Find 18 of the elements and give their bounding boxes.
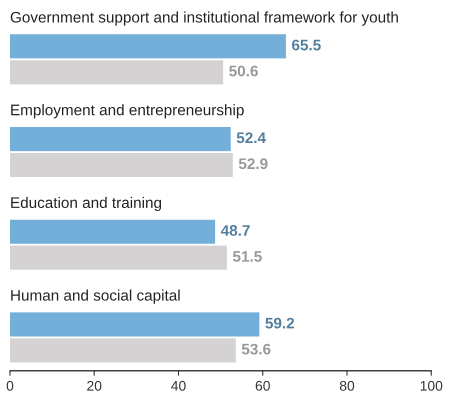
data-label: 50.6: [229, 66, 258, 76]
y-tick-label: Government support and institutional framework for youth: [10, 11, 398, 26]
x-tick-label: 60: [256, 380, 270, 391]
x-tick-label: 40: [171, 380, 186, 391]
data-label: 51.5: [232, 251, 262, 262]
data-label: 48.7: [220, 225, 250, 236]
x-tick-label: 0: [6, 380, 14, 391]
x-tick-label: 80: [340, 380, 354, 391]
x-tick-label: 100: [420, 380, 442, 391]
data-label: 53.6: [242, 344, 271, 355]
data-label: 59.2: [265, 318, 294, 329]
y-tick-label: Human and social capital: [11, 290, 180, 304]
data-label: 52.9: [238, 158, 268, 170]
x-tick-label: 20: [87, 380, 102, 391]
y-tick-label: Education and training: [11, 196, 162, 212]
data-label: 65.5: [292, 40, 321, 50]
data-label: 52.4: [236, 132, 266, 144]
y-tick-label: Employment and entrepreneurship: [11, 104, 244, 118]
